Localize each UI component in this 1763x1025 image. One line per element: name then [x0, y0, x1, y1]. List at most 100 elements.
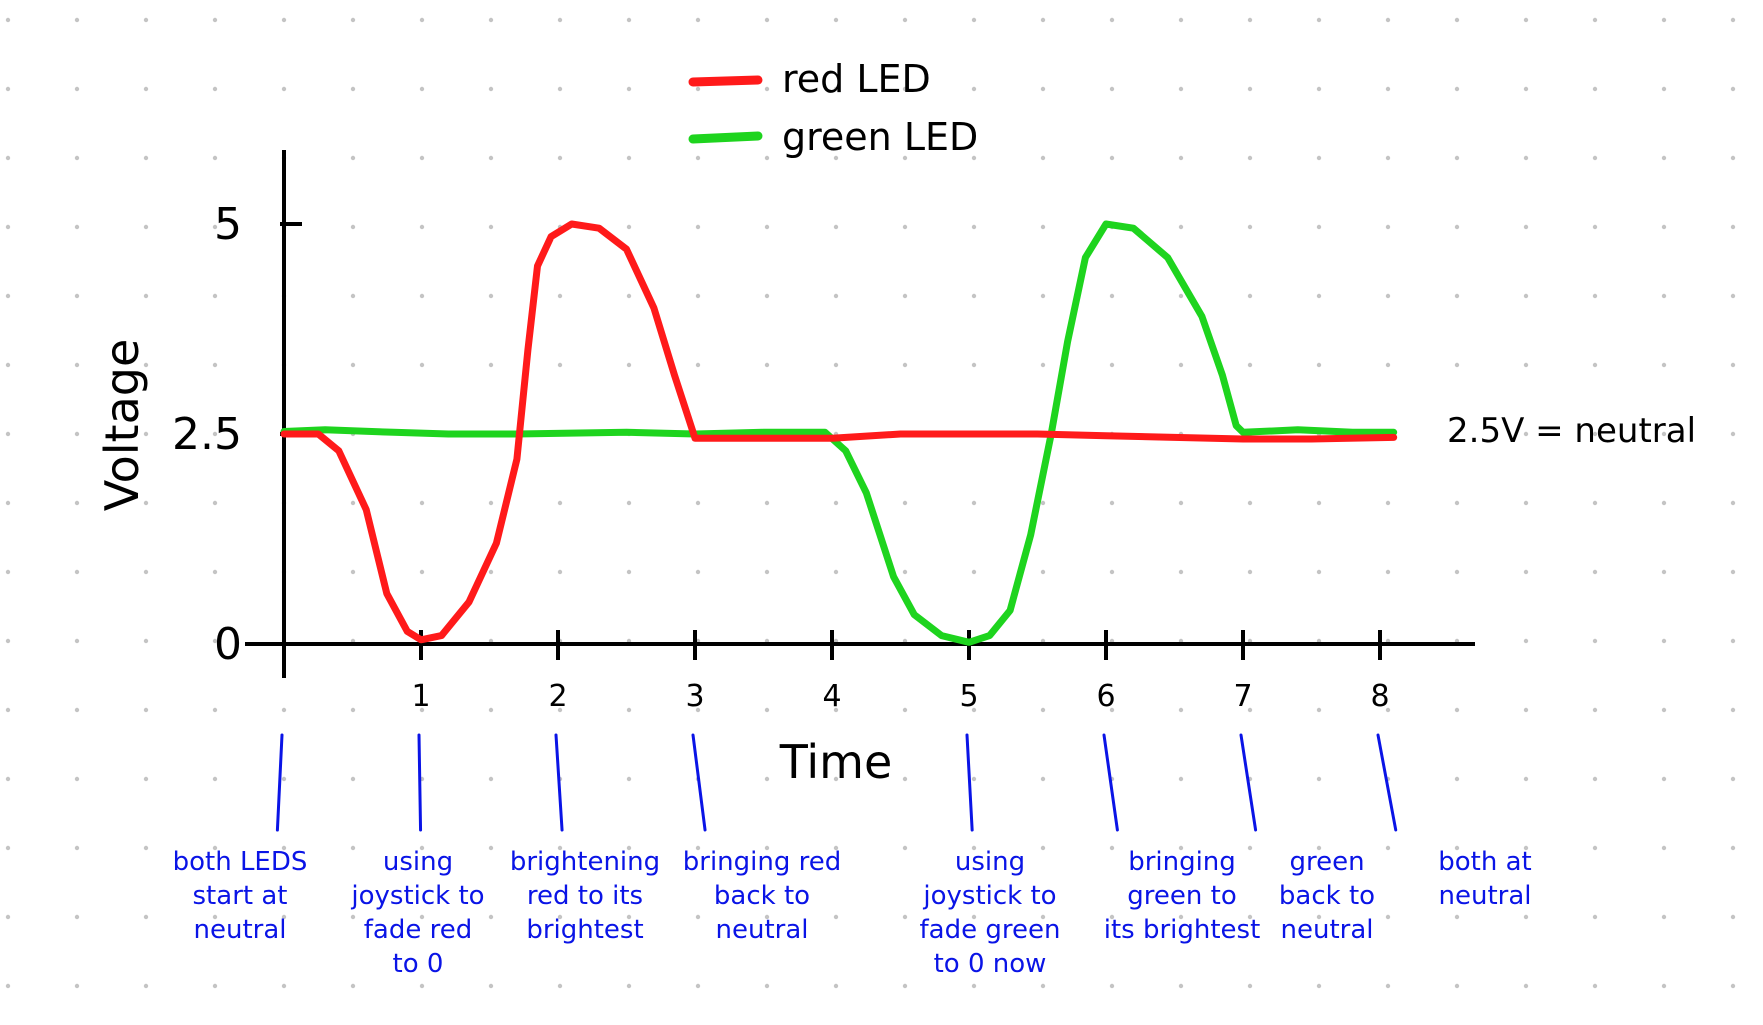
grid-dot	[1592, 500, 1598, 506]
grid-dot	[1109, 845, 1115, 851]
grid-dot	[143, 500, 149, 506]
grid-dot	[143, 638, 149, 644]
y-tick-label: 2.5	[172, 409, 242, 460]
grid-dot	[5, 86, 11, 92]
grid-dot	[1730, 983, 1736, 989]
neutral-annotation: 2.5V = neutral	[1447, 411, 1696, 451]
grid-dot	[1661, 500, 1667, 506]
grid-dot	[1109, 914, 1115, 920]
grid-dot	[281, 776, 287, 782]
grid-dot	[1592, 776, 1598, 782]
grid-dot	[212, 17, 218, 23]
grid-dot	[281, 17, 287, 23]
grid-dot	[74, 983, 80, 989]
grid-dot	[1178, 707, 1184, 713]
grid-dot	[1454, 983, 1460, 989]
grid-dot	[1385, 845, 1391, 851]
grid-dot	[1661, 86, 1667, 92]
grid-dot	[143, 776, 149, 782]
grid-dot	[5, 362, 11, 368]
grid-dot	[350, 500, 356, 506]
grid-dot	[5, 569, 11, 575]
annotation-layer: both LEDS start at neutral using joystick to…	[173, 733, 1532, 979]
grid-dot	[971, 845, 977, 851]
grid-dot	[902, 155, 908, 161]
grid-dot	[1385, 362, 1391, 368]
grid-dot	[1316, 983, 1322, 989]
grid-dot	[902, 362, 908, 368]
grid-dot	[1178, 224, 1184, 230]
grid-dot	[557, 500, 563, 506]
annotation-line: both at	[1438, 847, 1531, 877]
grid-dot	[1730, 431, 1736, 437]
grid-dot	[695, 983, 701, 989]
grid-dot	[1523, 569, 1529, 575]
annotation-text: bringing green to its brightest	[1104, 847, 1261, 945]
grid-dot	[143, 224, 149, 230]
grid-dot	[1523, 707, 1529, 713]
grid-dot	[1385, 17, 1391, 23]
grid-dot	[764, 362, 770, 368]
grid-dot	[350, 362, 356, 368]
grid-dot	[1730, 362, 1736, 368]
annotation-text: using joystick to fade green to 0 now	[920, 847, 1061, 979]
annotation-line: brightening	[510, 847, 660, 877]
grid-dot	[143, 431, 149, 437]
grid-dot	[1040, 707, 1046, 713]
annotation-connector	[1239, 733, 1258, 832]
grid-dot	[833, 155, 839, 161]
grid-dot	[1385, 86, 1391, 92]
grid-dot	[488, 224, 494, 230]
grid-dot	[833, 500, 839, 506]
grid-dot	[419, 362, 425, 368]
grid-dot	[1661, 155, 1667, 161]
annotation-connector	[1376, 733, 1398, 832]
grid-dot	[764, 776, 770, 782]
grid-dot	[74, 293, 80, 299]
annotation-text: using joystick to fade red to 0	[350, 847, 484, 979]
grid-dot	[350, 707, 356, 713]
grid-dot	[1040, 155, 1046, 161]
grid-dot	[557, 86, 563, 92]
grid-dot	[626, 914, 632, 920]
annotation-line: both LEDS	[173, 847, 308, 877]
grid-dot	[1661, 983, 1667, 989]
grid-dot	[1592, 293, 1598, 299]
legend: red LED green LED	[688, 57, 978, 159]
grid-dot	[1730, 224, 1736, 230]
series-layer	[280, 220, 1398, 646]
legend-label-red: red LED	[782, 57, 931, 101]
grid-dot	[74, 86, 80, 92]
grid-dot	[1661, 431, 1667, 437]
grid-dot	[1040, 224, 1046, 230]
grid-dot	[971, 914, 977, 920]
grid-dot	[764, 914, 770, 920]
grid-dot	[488, 155, 494, 161]
grid-dot	[695, 845, 701, 851]
x-tick-label: 1	[411, 679, 430, 714]
grid-dot	[1316, 293, 1322, 299]
grid-dot	[1592, 845, 1598, 851]
grid-dot	[1316, 914, 1322, 920]
grid-dot	[902, 224, 908, 230]
grid-dot	[1661, 914, 1667, 920]
grid-dot	[74, 500, 80, 506]
grid-dot	[1661, 776, 1667, 782]
grid-dot	[1316, 500, 1322, 506]
grid-dot	[557, 362, 563, 368]
grid-dot	[1523, 293, 1529, 299]
grid-dot	[5, 638, 11, 644]
grid-dot	[626, 569, 632, 575]
grid-dot	[764, 86, 770, 92]
grid-dot	[902, 17, 908, 23]
grid-dot	[74, 707, 80, 713]
grid-dot	[74, 914, 80, 920]
x-tick-label: 6	[1096, 679, 1115, 714]
grid-dot	[74, 362, 80, 368]
grid-dot	[74, 638, 80, 644]
grid-dot	[557, 983, 563, 989]
grid-dot	[488, 914, 494, 920]
grid-dot	[833, 362, 839, 368]
grid-dot	[1040, 776, 1046, 782]
grid-dot	[1661, 17, 1667, 23]
